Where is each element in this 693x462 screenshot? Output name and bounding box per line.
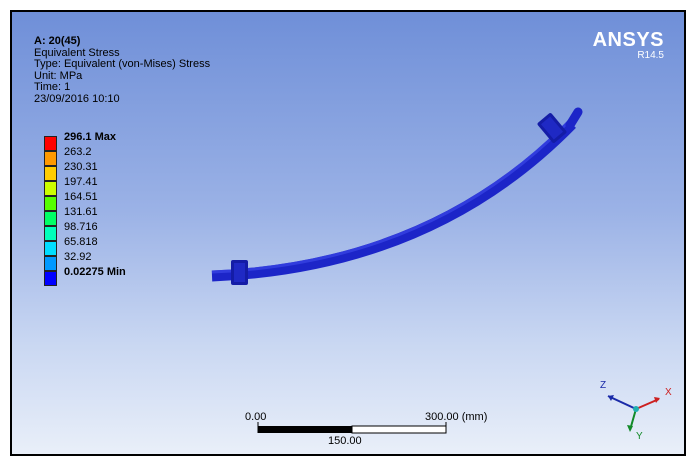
result-unit: Unit: MPa bbox=[34, 69, 83, 82]
legend-label: 98.716 bbox=[64, 221, 98, 233]
legend-label: 164.51 bbox=[64, 191, 98, 203]
model-canvas bbox=[211, 107, 660, 434]
scale-label-mid: 150.00 bbox=[328, 435, 362, 447]
legend-label-min: 0.02275 Min bbox=[64, 266, 126, 278]
legend-swatch-9 bbox=[44, 256, 57, 271]
legend-swatch-2 bbox=[44, 151, 57, 166]
result-name: Equivalent Stress bbox=[34, 46, 120, 59]
bolt-highlight bbox=[211, 118, 572, 274]
triad-x-label: X bbox=[665, 387, 672, 398]
legend-swatch-8 bbox=[44, 241, 57, 256]
legend-swatch-1 bbox=[44, 136, 57, 151]
scale-bar bbox=[257, 422, 447, 434]
analysis-title: A: 20(45) bbox=[34, 35, 81, 47]
result-time: Time: 1 bbox=[34, 81, 71, 93]
legend-swatch-5 bbox=[44, 196, 57, 211]
brand-version: R14.5 bbox=[637, 50, 664, 61]
legend-swatch-10 bbox=[44, 271, 57, 286]
scale-label-right: 300.00 (mm) bbox=[425, 411, 488, 423]
bolt-model[interactable] bbox=[211, 107, 583, 285]
result-type: Type: Equivalent (von-Mises) Stress bbox=[34, 58, 211, 70]
axis-triad[interactable] bbox=[607, 395, 660, 432]
bolt-body[interactable] bbox=[211, 120, 576, 282]
result-date: 23/09/2016 10:10 bbox=[34, 92, 120, 105]
legend-label: 131.61 bbox=[64, 206, 98, 218]
legend-label-max: 296.1 Max bbox=[64, 131, 116, 143]
result-info: A: 20(45) Equivalent Stress Type: Equiva… bbox=[34, 35, 211, 105]
nut-left bbox=[231, 260, 248, 285]
legend-swatch-6 bbox=[44, 211, 57, 226]
legend-swatch-7 bbox=[44, 226, 57, 241]
legend-swatch-3 bbox=[44, 166, 57, 181]
scale-label-left: 0.00 bbox=[245, 411, 267, 423]
legend-label: 65.818 bbox=[64, 236, 98, 248]
bolt-tip bbox=[565, 107, 583, 130]
ansys-logo: ANSYS R14.5 bbox=[593, 30, 664, 62]
nut-right bbox=[537, 113, 567, 143]
legend-label: 230.31 bbox=[64, 161, 98, 173]
legend-label: 32.92 bbox=[64, 251, 92, 263]
brand-name: ANSYS bbox=[592, 29, 664, 51]
graphics-viewport[interactable]: A: 20(45) Equivalent Stress Type: Equiva… bbox=[10, 10, 686, 456]
triad-z-label: Z bbox=[600, 380, 607, 391]
legend-swatch-4 bbox=[44, 181, 57, 196]
legend-label: 263.2 bbox=[64, 146, 92, 158]
triad-y-label: Y bbox=[636, 431, 643, 442]
legend-label: 197.41 bbox=[64, 176, 98, 188]
